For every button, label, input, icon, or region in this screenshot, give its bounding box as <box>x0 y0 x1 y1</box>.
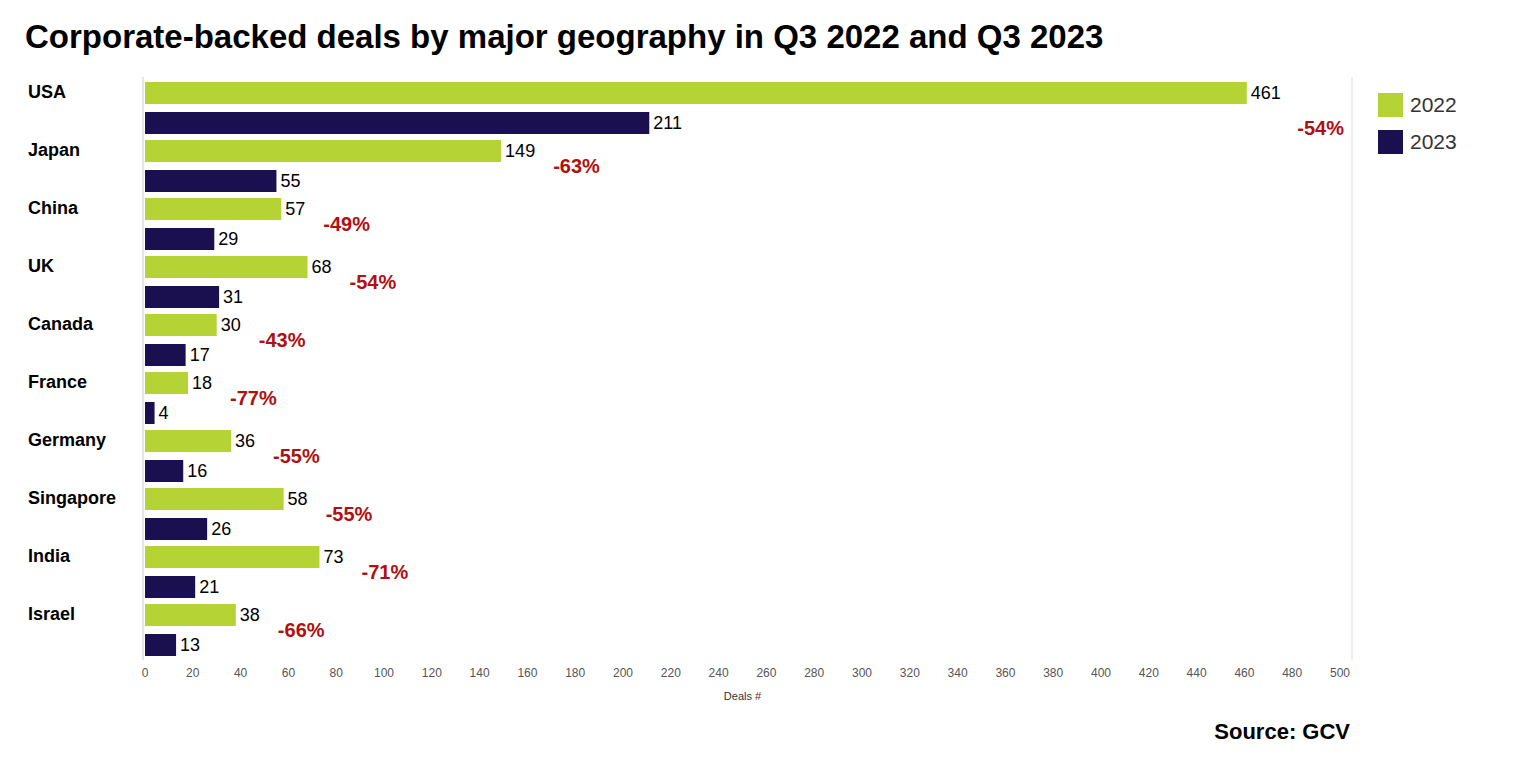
bar <box>145 82 1247 104</box>
annotation: -54% <box>1297 117 1344 139</box>
data-label: 16 <box>187 461 207 481</box>
title: Corporate-backed deals by major geograph… <box>25 18 1103 55</box>
tick-label: 320 <box>900 666 920 680</box>
category-label: Germany <box>28 430 106 450</box>
annotation: -71% <box>362 561 409 583</box>
bars <box>145 82 1247 656</box>
annotation: -77% <box>230 387 277 409</box>
tick-label: 20 <box>186 666 200 680</box>
bar <box>145 372 188 394</box>
data-label: 36 <box>235 431 255 451</box>
category-label: Canada <box>28 314 94 334</box>
tick-label: 60 <box>282 666 296 680</box>
category-label: UK <box>28 256 54 276</box>
legend: 2022 2023 <box>1378 93 1457 154</box>
tick-label: 220 <box>661 666 681 680</box>
data-label: 18 <box>192 373 212 393</box>
data-label: 21 <box>199 577 219 597</box>
tick-label: 200 <box>613 666 633 680</box>
source: Source: GCV <box>1214 719 1350 744</box>
tick-label: 440 <box>1187 666 1207 680</box>
annotation: -66% <box>278 619 325 641</box>
annotation: -63% <box>553 155 600 177</box>
bar <box>145 460 183 482</box>
tick-label: 380 <box>1043 666 1063 680</box>
tick-label: 360 <box>995 666 1015 680</box>
data-label: 73 <box>323 547 343 567</box>
data-label: 57 <box>285 199 305 219</box>
data-label: 29 <box>218 229 238 249</box>
tick-label: 260 <box>756 666 776 680</box>
legend-label: 2022 <box>1410 93 1457 116</box>
category-label: India <box>28 546 71 566</box>
bar <box>145 256 308 278</box>
category-label: Israel <box>28 604 75 624</box>
tick-label: 180 <box>565 666 585 680</box>
bar <box>145 140 501 162</box>
tick-label: 280 <box>804 666 824 680</box>
bar <box>145 546 319 568</box>
axis-line <box>143 77 144 660</box>
tick-label: 340 <box>948 666 968 680</box>
bar <box>145 604 236 626</box>
tick-label: 100 <box>374 666 394 680</box>
bar <box>145 286 219 308</box>
bar <box>145 112 649 134</box>
plot-border <box>1352 77 1353 660</box>
data-label: 4 <box>159 403 169 423</box>
category-label: China <box>28 198 79 218</box>
data-label: 58 <box>288 489 308 509</box>
tick-label: 0 <box>142 666 149 680</box>
annotation: -55% <box>273 445 320 467</box>
tick-label: 160 <box>517 666 537 680</box>
labels: USA 461 211 -54% Japan 149 55 -63% China 57 29 -49%… <box>28 82 1344 655</box>
category-label: USA <box>28 82 66 102</box>
annotation: -43% <box>259 329 306 351</box>
annotation: -49% <box>323 213 370 235</box>
tick-label: 40 <box>234 666 248 680</box>
bar <box>145 518 207 540</box>
bar <box>145 344 186 366</box>
category-label: Singapore <box>28 488 116 508</box>
bar <box>145 576 195 598</box>
tick-label: 480 <box>1282 666 1302 680</box>
data-label: 13 <box>180 635 200 655</box>
category-label: France <box>28 372 87 392</box>
bar <box>145 488 284 510</box>
tick-label: 120 <box>422 666 442 680</box>
data-label: 31 <box>223 287 243 307</box>
bar <box>145 198 281 220</box>
data-label: 461 <box>1251 83 1281 103</box>
data-label: 68 <box>312 257 332 277</box>
category-label: Japan <box>28 140 80 160</box>
bar <box>145 170 276 192</box>
data-label: 211 <box>653 113 682 133</box>
data-label: 26 <box>211 519 231 539</box>
tick-label: 420 <box>1139 666 1159 680</box>
bar <box>145 402 155 424</box>
tick-label: 500 <box>1330 666 1350 680</box>
axis-label: Deals # <box>724 690 762 702</box>
bar <box>145 430 231 452</box>
data-label: 149 <box>505 141 535 161</box>
chart: Corporate-backed deals by major geograph… <box>0 0 1520 780</box>
tick-label: 80 <box>330 666 344 680</box>
tick-label: 460 <box>1234 666 1254 680</box>
legend-swatch <box>1378 93 1403 117</box>
data-label: 38 <box>240 605 260 625</box>
data-label: 17 <box>190 345 210 365</box>
bar <box>145 228 214 250</box>
bar <box>145 314 217 336</box>
legend-label: 2023 <box>1410 130 1457 153</box>
tick-label: 400 <box>1091 666 1111 680</box>
data-label: 55 <box>280 171 300 191</box>
legend-swatch <box>1378 130 1403 154</box>
tick-label: 140 <box>470 666 490 680</box>
data-label: 30 <box>221 315 241 335</box>
annotation: -55% <box>326 503 373 525</box>
bar <box>145 634 176 656</box>
tick-label: 300 <box>852 666 872 680</box>
annotation: -54% <box>350 271 397 293</box>
tick-label: 240 <box>709 666 729 680</box>
